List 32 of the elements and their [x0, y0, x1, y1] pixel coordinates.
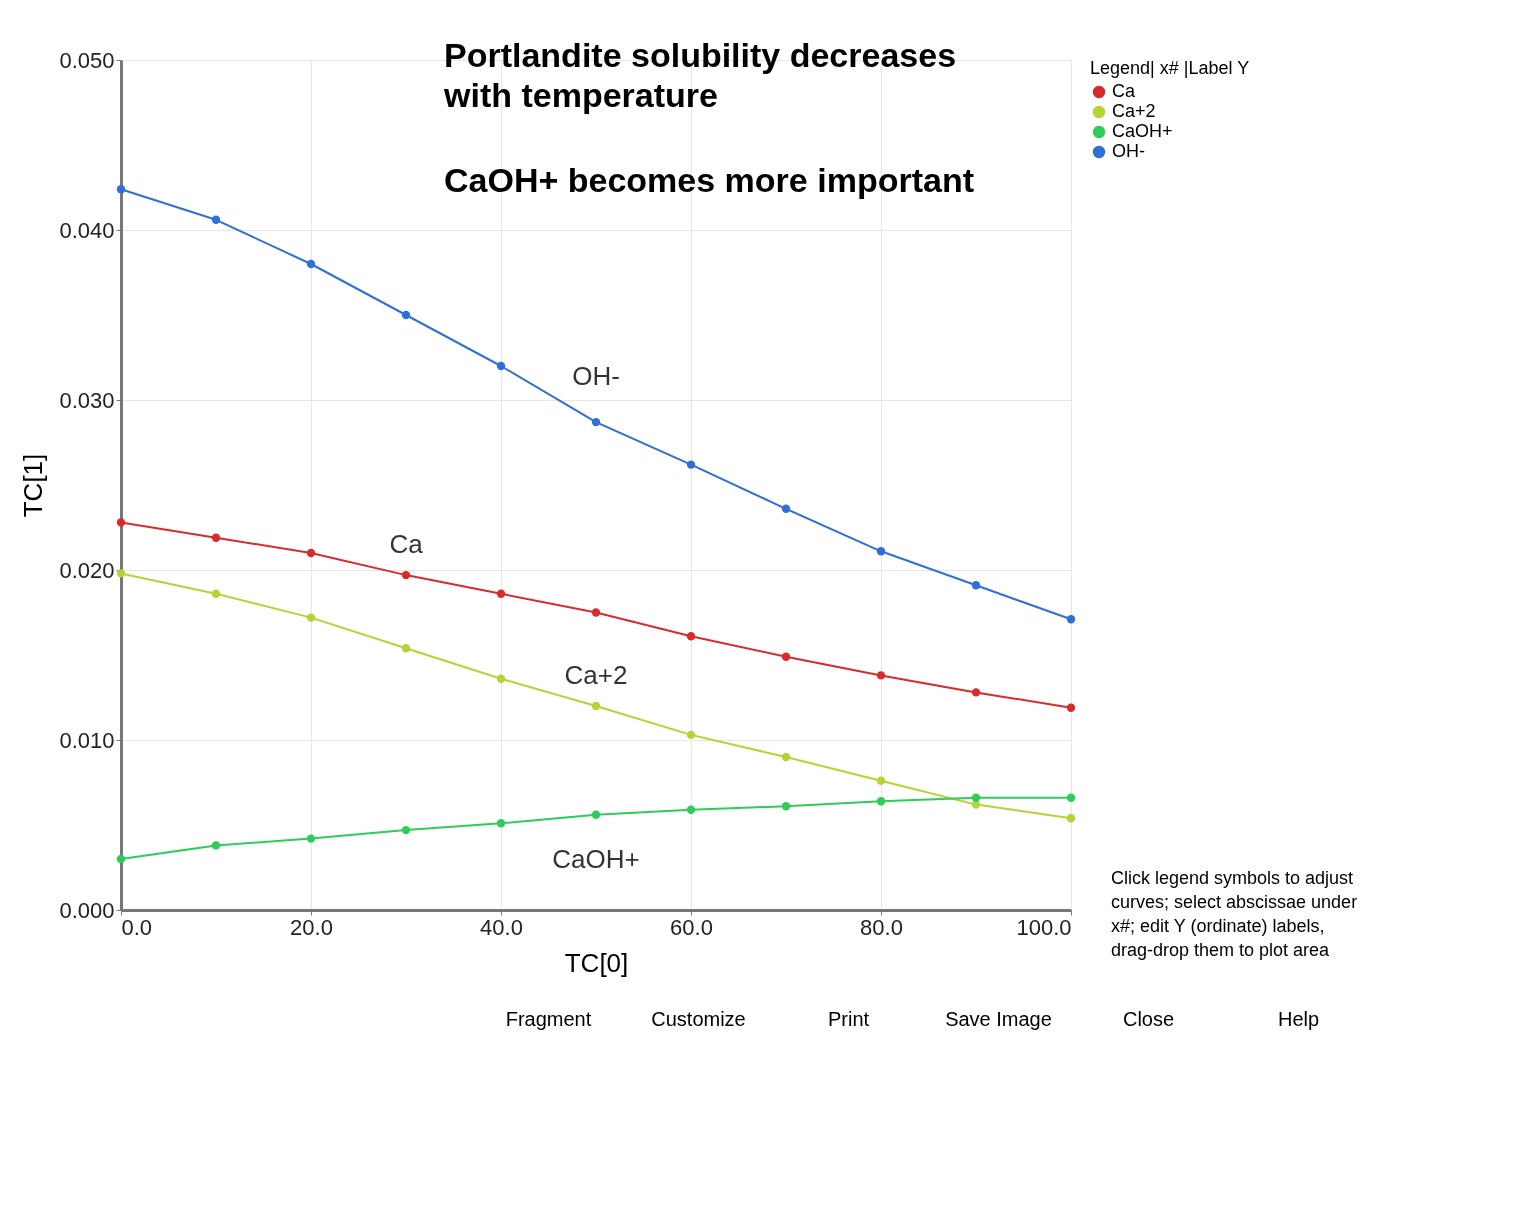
legend-label: Ca+2: [1112, 101, 1156, 121]
x-tick-label: 20.0: [290, 914, 333, 940]
x-tick-label: 80.0: [860, 914, 903, 940]
legend-label: CaOH+: [1112, 121, 1173, 141]
y-tick-label: 0.040: [59, 217, 115, 243]
text: Fragment: [505, 1008, 592, 1030]
text: Help: [1277, 1008, 1320, 1030]
annotation: Portlandite solubility decreases with temperature: [443, 36, 957, 114]
y-tick-label: 0.010: [59, 727, 115, 753]
legend-label: OH-: [1112, 141, 1145, 161]
y-axis-title: TC[1]: [18, 453, 49, 518]
y-tick-label: 0.020: [59, 557, 115, 583]
y-tick-label: 0.030: [59, 387, 115, 413]
y-tick-label: 0.050: [59, 47, 115, 73]
text: Ca+2: [564, 660, 628, 690]
text: Customize: [651, 1008, 746, 1030]
text: Print: [827, 1008, 870, 1030]
text: Click legend symbols to adjust curves; select abscissae under x#; edit Y (ordinate) labels, drag-drop them to plot area: [1111, 868, 1358, 960]
text: Close: [1122, 1008, 1175, 1030]
legend-title: Legend| x# |Label Y: [1090, 58, 1250, 78]
text: Ca: [389, 529, 423, 560]
y-tick-label: 0.000: [59, 897, 115, 923]
text: Save Image: [945, 1008, 1052, 1030]
x-tick-label: 100.0: [1016, 914, 1072, 940]
text: CaOH+: [552, 843, 640, 874]
x-tick-label: 0.0: [121, 914, 153, 940]
text: OH-: [572, 361, 620, 392]
legend-label: Ca: [1112, 81, 1136, 101]
x-axis-title: TC[0]: [564, 947, 629, 978]
annotation: CaOH+ becomes more important: [444, 161, 974, 199]
x-tick-label: 40.0: [480, 914, 523, 940]
x-tick-label: 60.0: [670, 914, 713, 940]
